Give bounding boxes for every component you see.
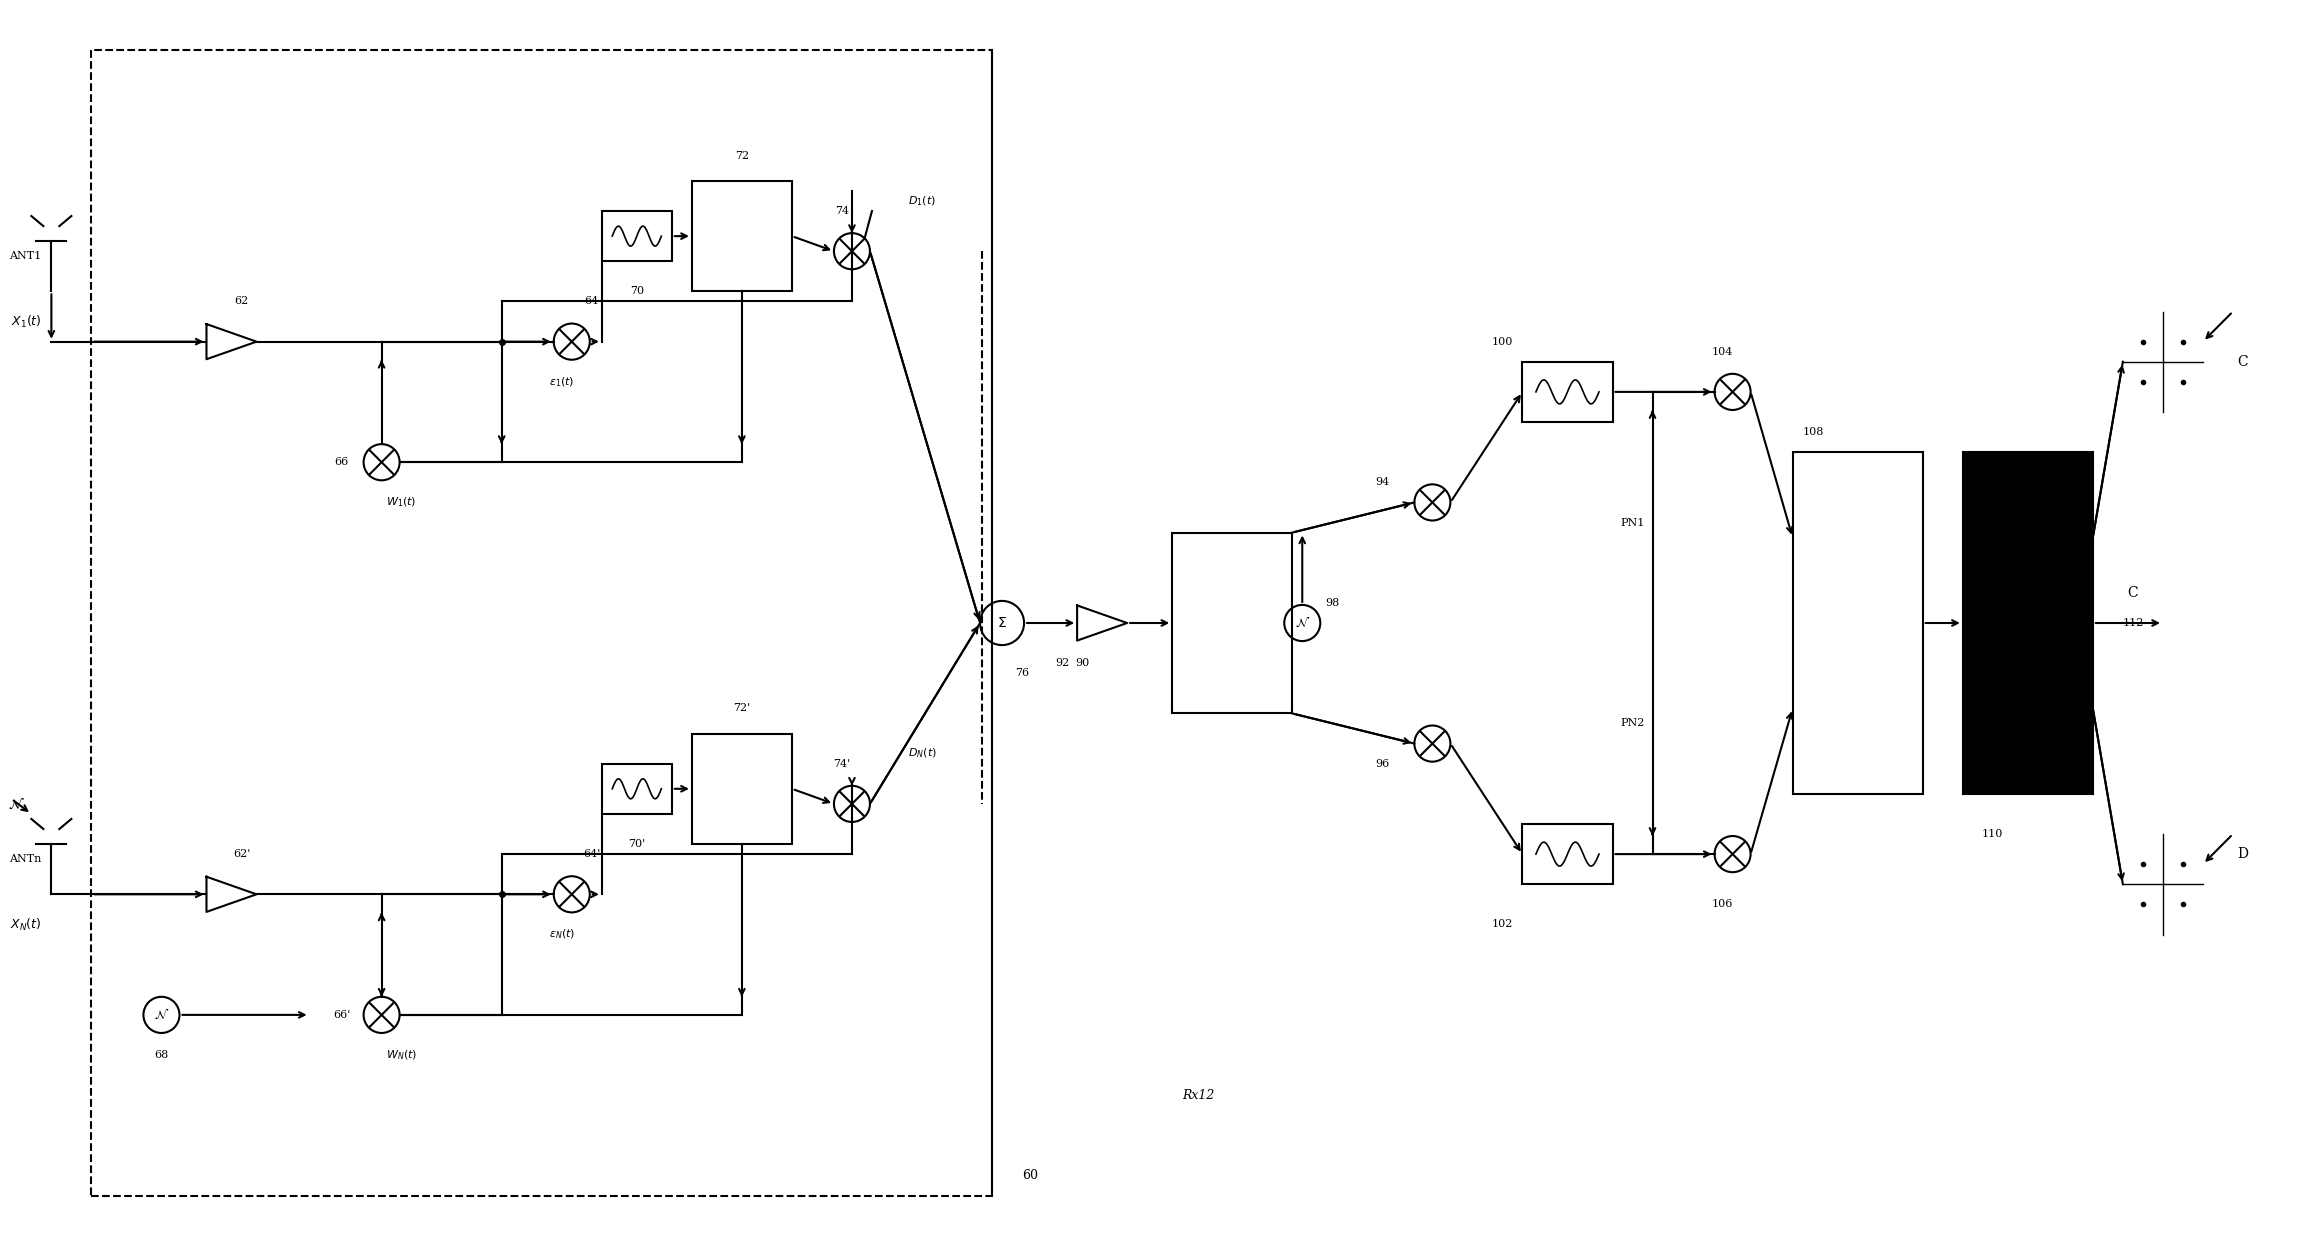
Text: $X_N(t)$: $X_N(t)$	[9, 916, 41, 932]
Text: C: C	[2128, 586, 2137, 599]
Text: 74': 74'	[834, 759, 850, 769]
Text: 66': 66'	[334, 1011, 350, 1020]
Bar	[691, 734, 792, 844]
Text: $\mathcal{N}$: $\mathcal{N}$	[7, 796, 25, 811]
Text: 98: 98	[1324, 598, 1340, 608]
Text: PN2: PN2	[1621, 719, 1644, 729]
Text: 92: 92	[1055, 658, 1069, 668]
Text: 102: 102	[1492, 920, 1513, 930]
Text: $W_1(t)$: $W_1(t)$	[387, 496, 417, 510]
Text: $D_1(t)$: $D_1(t)$	[907, 194, 935, 208]
Text: 62': 62'	[233, 849, 251, 858]
Text: 112: 112	[2123, 618, 2144, 628]
Text: 104: 104	[1711, 346, 1734, 356]
Text: 76: 76	[1016, 668, 1029, 678]
Bar	[1522, 361, 1612, 422]
Text: 70: 70	[629, 287, 645, 297]
Text: 60: 60	[1023, 1169, 1039, 1182]
Bar	[92, 50, 993, 1196]
Text: 96: 96	[1375, 759, 1389, 769]
Bar	[691, 181, 792, 292]
Text: 72': 72'	[732, 704, 751, 714]
Text: 108: 108	[1803, 427, 1824, 437]
Bar	[1172, 532, 1292, 714]
Text: 110: 110	[1983, 829, 2004, 839]
Text: C: C	[2239, 355, 2248, 369]
Text: $\mathcal{N}$: $\mathcal{N}$	[154, 1008, 168, 1022]
Text: $\varepsilon_N(t)$: $\varepsilon_N(t)$	[548, 928, 576, 941]
Text: 62: 62	[235, 297, 249, 307]
Text: 66: 66	[334, 457, 348, 467]
Text: 94: 94	[1375, 477, 1389, 487]
Text: 64': 64'	[583, 849, 601, 858]
Bar	[601, 764, 672, 814]
Text: $W_N(t)$: $W_N(t)$	[387, 1048, 417, 1062]
Bar	[1962, 452, 2093, 794]
Text: 70': 70'	[629, 839, 645, 849]
Text: 100: 100	[1492, 336, 1513, 346]
Bar	[601, 211, 672, 262]
Text: PN1: PN1	[1621, 517, 1644, 527]
Text: ANT1: ANT1	[9, 252, 41, 262]
Text: Rx12: Rx12	[1181, 1089, 1214, 1101]
Text: $\mathcal{N}$: $\mathcal{N}$	[1294, 616, 1310, 630]
Text: 68: 68	[154, 1050, 168, 1060]
Text: 74: 74	[836, 206, 850, 216]
Text: $D_N(t)$: $D_N(t)$	[907, 746, 937, 760]
Text: 106: 106	[1711, 900, 1734, 910]
Text: $\Sigma$: $\Sigma$	[997, 616, 1006, 630]
Text: D: D	[2239, 847, 2248, 861]
Bar	[1792, 452, 1923, 794]
Text: $X_1(t)$: $X_1(t)$	[12, 314, 41, 330]
Text: 64: 64	[585, 297, 599, 307]
Text: $\varepsilon_1(t)$: $\varepsilon_1(t)$	[548, 375, 573, 389]
Bar	[1522, 824, 1612, 885]
Text: 72: 72	[735, 151, 748, 161]
Text: 90: 90	[1076, 658, 1089, 668]
Text: ANTn: ANTn	[9, 855, 41, 865]
